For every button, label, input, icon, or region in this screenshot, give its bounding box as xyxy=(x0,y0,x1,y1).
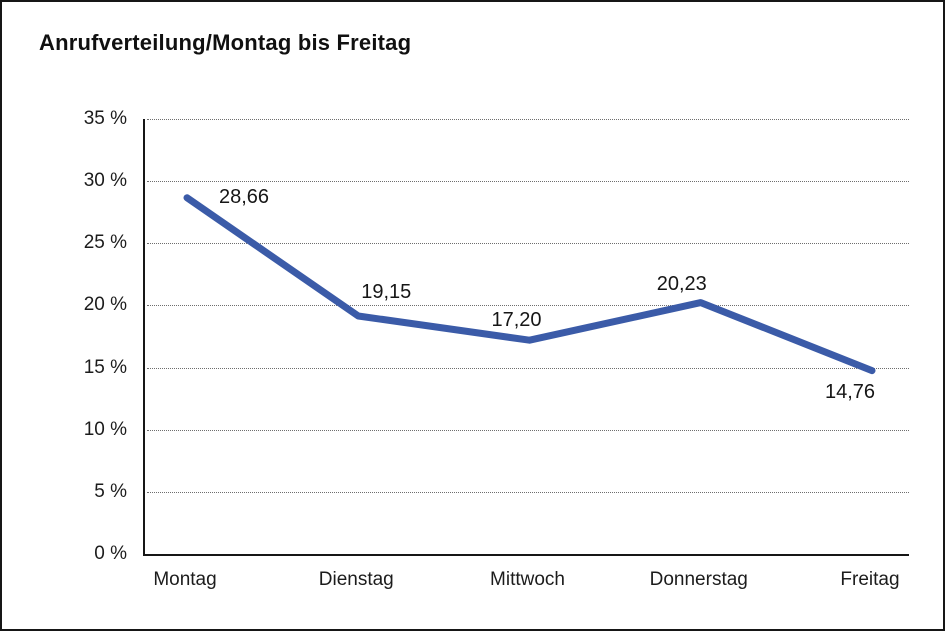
data-point-label: 28,66 xyxy=(218,185,270,208)
x-axis-category-label: Mittwoch xyxy=(490,569,565,590)
plot-area xyxy=(143,119,909,556)
data-point-label: 17,20 xyxy=(491,309,542,332)
y-axis-tick-label: 25 % xyxy=(83,232,127,254)
y-axis-tick-label: 30 % xyxy=(83,170,127,192)
h-gridline-30 xyxy=(147,181,909,183)
x-axis-category-label: Donnerstag xyxy=(649,569,748,590)
y-axis-tick-label: 0 % xyxy=(94,543,127,564)
data-point-label: 20,23 xyxy=(656,272,707,295)
h-gridline-15 xyxy=(147,367,909,369)
h-gridline-35 xyxy=(147,119,909,120)
y-axis-tick-label: 15 % xyxy=(83,356,127,378)
h-gridline-10 xyxy=(147,429,909,431)
data-point-label: 19,15 xyxy=(361,280,412,303)
h-gridline-5 xyxy=(147,491,909,493)
chart-title: Anrufverteilung/Montag bis Freitag xyxy=(39,30,412,55)
data-line-anrufverteilung xyxy=(183,194,876,375)
h-gridline-25 xyxy=(147,243,909,245)
y-axis-tick-label: 5 % xyxy=(94,480,127,502)
x-axis-category-label: Montag xyxy=(153,569,217,590)
data-point-label: 14,76 xyxy=(824,380,876,403)
h-gridline-20 xyxy=(147,305,909,307)
x-axis-category-label: Freitag xyxy=(840,569,900,590)
x-axis-category-label: Dienstag xyxy=(318,569,394,590)
y-axis-tick-label: 10 % xyxy=(83,418,127,440)
y-axis-tick-label: 35 % xyxy=(83,108,127,129)
y-axis-tick-label: 20 % xyxy=(83,294,127,316)
